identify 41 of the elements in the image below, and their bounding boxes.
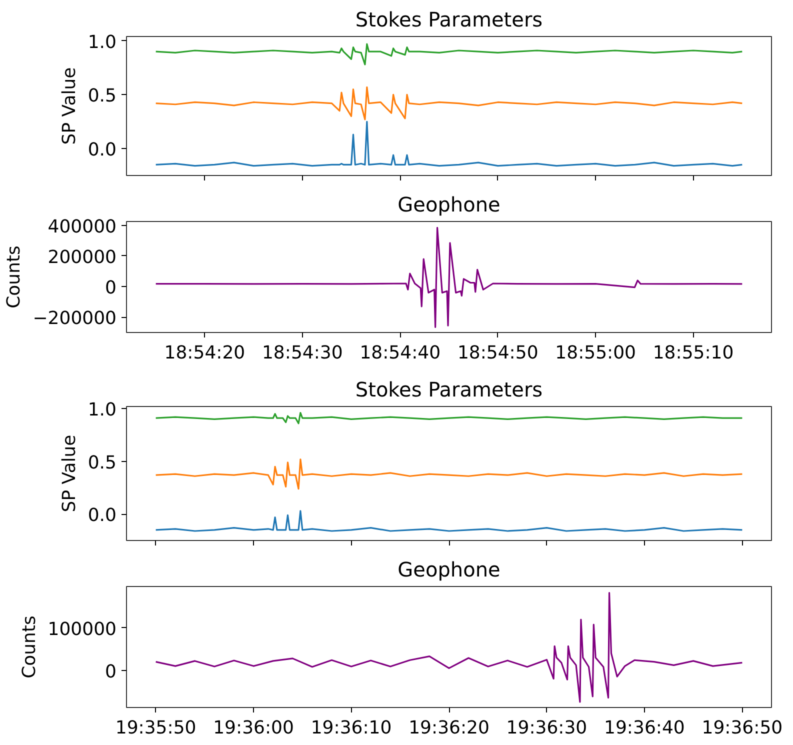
line-series [155, 592, 743, 703]
y-tick-label: 100000 [48, 618, 117, 640]
line-series [155, 226, 743, 328]
y-axis-title: Counts [4, 246, 25, 308]
y-axis-title: SP Value [58, 434, 80, 512]
y-tick-label: 0 [105, 278, 116, 299]
chart-title: Stokes Parameters [355, 8, 543, 32]
y-tick-label: 0.5 [88, 86, 117, 107]
y-tick-label: 400000 [48, 216, 117, 238]
x-tick-label: 18:55:00 [555, 342, 636, 364]
line-series [155, 412, 743, 424]
x-tick-label: 18:54:40 [360, 342, 441, 364]
x-tick-label: 18:54:30 [262, 342, 343, 364]
x-tick-label: 19:36:20 [408, 718, 490, 738]
x-tick-label: 19:36:50 [702, 718, 783, 738]
chart-title: Stokes Parameters [355, 378, 543, 402]
x-tick-label: 19:36:00 [213, 718, 294, 738]
x-tick-label: 19:36:10 [310, 718, 392, 738]
line-series [155, 120, 743, 167]
y-tick-label: 1.0 [88, 32, 117, 53]
y-axis-title: SP Value [58, 67, 80, 145]
line-series [155, 510, 743, 532]
x-tick-label: 19:36:40 [604, 718, 685, 738]
line-series [155, 458, 743, 490]
y-tick-label: 0.5 [88, 452, 117, 474]
y-tick-label: 1.0 [88, 400, 117, 421]
x-tick-label: 18:54:20 [164, 342, 246, 364]
y-tick-label: 0 [105, 661, 116, 682]
x-tick-label: 18:54:50 [457, 342, 538, 364]
chart-title: Geophone [398, 558, 500, 582]
x-tick-label: 18:55:10 [652, 342, 734, 364]
x-tick-label: 19:35:50 [115, 718, 196, 738]
line-series [155, 86, 743, 120]
chart-title: Geophone [398, 192, 500, 216]
line-series [155, 43, 743, 66]
y-tick-label: 200000 [48, 246, 117, 268]
x-tick-label: 19:36:30 [506, 718, 588, 738]
y-tick-label: −200000 [32, 308, 116, 330]
y-tick-label: 0.0 [88, 505, 117, 526]
y-axis-title: Counts [18, 616, 40, 678]
y-tick-label: 0.0 [88, 140, 117, 161]
